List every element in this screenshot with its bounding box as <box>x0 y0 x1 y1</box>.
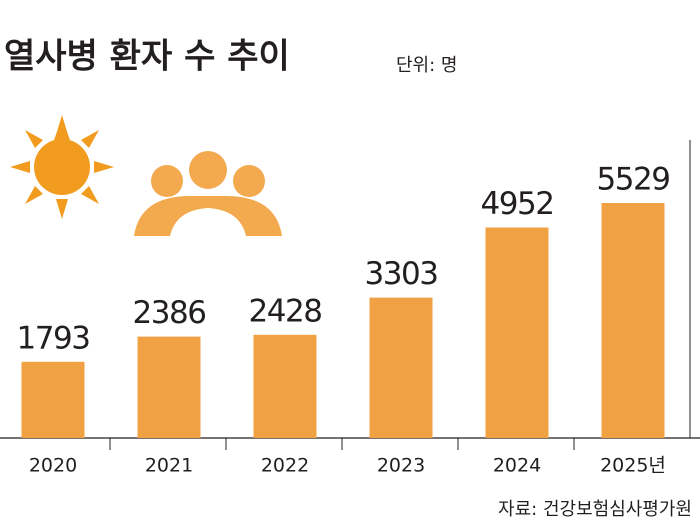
x-tick-label: 2022 <box>261 455 309 477</box>
x-tick-label: 2025년 <box>600 455 666 477</box>
x-tick-label: 2021 <box>145 455 193 477</box>
bar <box>21 361 85 438</box>
chart-title: 열사병 환자 수 추이 <box>4 37 290 77</box>
people-icon <box>134 151 282 236</box>
x-tick-label: 2024 <box>493 455 541 477</box>
value-label: 3303 <box>365 256 438 292</box>
bar <box>601 203 665 438</box>
bar <box>369 297 433 438</box>
value-label: 1793 <box>17 320 90 356</box>
bar <box>137 336 201 438</box>
x-tick-label: 2023 <box>377 455 425 477</box>
bar <box>485 227 549 438</box>
source: 자료: 건강보험심사평가원 <box>498 499 692 520</box>
sun-icon <box>10 115 114 219</box>
unit-label: 단위: 명 <box>396 55 457 76</box>
value-label: 4952 <box>481 186 554 222</box>
bar <box>253 334 317 438</box>
value-label: 5529 <box>597 162 670 198</box>
x-tick-label: 2020 <box>29 455 77 477</box>
value-label: 2386 <box>133 295 206 331</box>
value-label: 2428 <box>249 293 322 329</box>
